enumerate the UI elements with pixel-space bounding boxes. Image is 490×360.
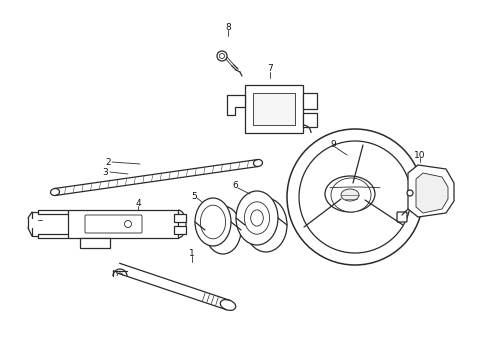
Polygon shape xyxy=(408,165,454,217)
Ellipse shape xyxy=(236,191,278,245)
Text: 6: 6 xyxy=(232,180,238,189)
Circle shape xyxy=(124,220,131,228)
Text: 2: 2 xyxy=(105,158,111,166)
FancyBboxPatch shape xyxy=(397,212,407,222)
Text: 10: 10 xyxy=(414,150,426,159)
Ellipse shape xyxy=(253,159,263,167)
FancyBboxPatch shape xyxy=(245,85,303,133)
FancyBboxPatch shape xyxy=(85,215,142,233)
Ellipse shape xyxy=(220,300,236,310)
Circle shape xyxy=(407,190,413,196)
FancyBboxPatch shape xyxy=(174,214,186,222)
FancyBboxPatch shape xyxy=(174,226,186,234)
Ellipse shape xyxy=(341,189,359,201)
Text: 8: 8 xyxy=(225,23,231,32)
Circle shape xyxy=(287,129,423,265)
Text: 4: 4 xyxy=(135,198,141,207)
FancyBboxPatch shape xyxy=(68,210,178,238)
Ellipse shape xyxy=(200,205,225,239)
Ellipse shape xyxy=(251,210,263,226)
FancyBboxPatch shape xyxy=(303,93,317,109)
Text: 9: 9 xyxy=(330,140,336,149)
Text: 7: 7 xyxy=(267,63,273,72)
Text: 3: 3 xyxy=(102,167,108,176)
FancyBboxPatch shape xyxy=(253,93,295,125)
Text: 5: 5 xyxy=(191,192,197,201)
Circle shape xyxy=(220,54,224,59)
Polygon shape xyxy=(227,95,245,115)
Ellipse shape xyxy=(50,189,59,195)
Ellipse shape xyxy=(245,202,270,234)
Circle shape xyxy=(217,51,227,61)
Text: 1: 1 xyxy=(189,248,195,257)
Ellipse shape xyxy=(195,198,231,246)
Circle shape xyxy=(299,141,411,253)
Ellipse shape xyxy=(205,206,241,254)
Polygon shape xyxy=(416,173,448,213)
Ellipse shape xyxy=(245,198,287,252)
Ellipse shape xyxy=(331,178,371,212)
FancyBboxPatch shape xyxy=(303,113,317,127)
FancyBboxPatch shape xyxy=(80,238,110,248)
Ellipse shape xyxy=(325,176,375,212)
